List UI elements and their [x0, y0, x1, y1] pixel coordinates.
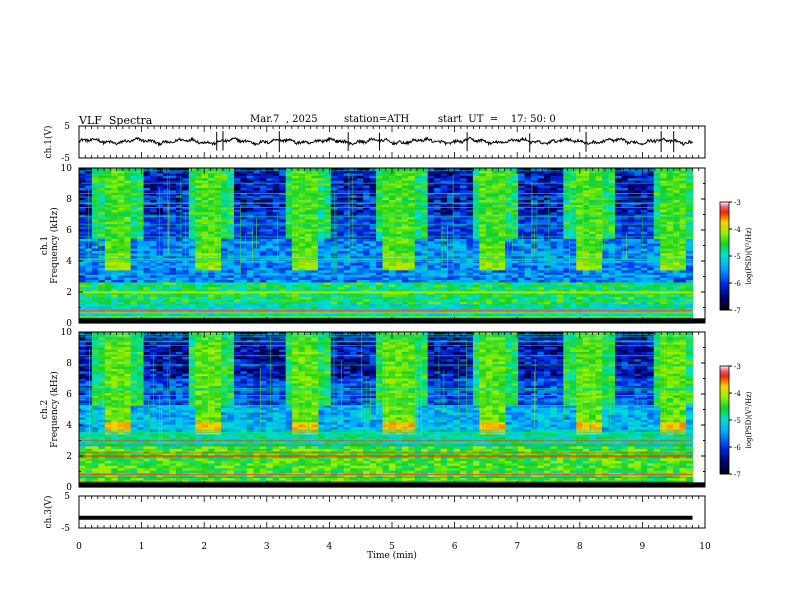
colorbar-label: log(PSD)(V²/Hz)	[745, 391, 753, 448]
spectrogram-ch1-spectrogram: 0 2 4 6 8 10 ch.1 Frequency (kHz) -3 -4 -5 -6 -7 log(…	[40, 164, 753, 329]
spectrogram-ch2-spectrogram: 0 2 4 6 8 10 ch.2 Frequency (kHz) -3 -4 -5 -6 -7 log(…	[40, 328, 753, 493]
ytick-label: 2	[66, 452, 72, 462]
xtick-label: 4	[327, 542, 333, 552]
ylabel-frequency: Frequency (kHz)	[49, 371, 60, 448]
xtick-label: 2	[201, 542, 207, 552]
ytick-label: 8	[66, 359, 72, 369]
colorbar: -3 -4 -5 -6 -7 log(PSD)(V²/Hz)	[719, 199, 753, 315]
ytick-label: 5	[64, 492, 70, 502]
colorbar-tick-label: -5	[734, 417, 741, 425]
time-ticks	[78, 126, 706, 158]
colorbar: -3 -4 -5 -6 -7 log(PSD)(V²/Hz)	[719, 363, 753, 479]
ytick-label: 8	[66, 195, 72, 205]
station-label: station=ATH	[344, 114, 410, 125]
ytick-label: 4	[66, 421, 72, 431]
xtick-label: 0	[76, 542, 82, 552]
start-time-label: start UT = 17: 50: 0	[438, 114, 556, 125]
ytick-label: 5	[64, 122, 70, 132]
ytick-label: 10	[61, 164, 73, 174]
x-axis: 0 1 2 3 4 5 6 7 8 9 10 Time (min)	[76, 542, 711, 561]
ytick-label: 2	[66, 288, 72, 298]
ytick-label: 6	[66, 226, 72, 236]
x-axis-label: Time (min)	[367, 550, 417, 561]
waveform-ch1-waveform: 5 -5 ch.1(V)	[43, 122, 706, 164]
xtick-label: 7	[514, 542, 520, 552]
xtick-label: 9	[640, 542, 646, 552]
colorbar-label: log(PSD)(V²/Hz)	[745, 227, 753, 284]
time-ticks	[78, 496, 706, 528]
xtick-label: 10	[699, 542, 711, 552]
xtick-label: 5	[389, 542, 395, 552]
xtick-label: 1	[139, 542, 145, 552]
ytick-label: 6	[66, 390, 72, 400]
colorbar-tick-label: -6	[734, 280, 741, 288]
ylabel-channel: ch.1	[40, 236, 50, 255]
colorbar-tick-label: -5	[734, 253, 741, 261]
ylabel: ch.1(V)	[43, 126, 54, 159]
xtick-label: 3	[264, 542, 270, 552]
colorbar-tick-label: -3	[734, 363, 741, 371]
colorbar-tick-label: -3	[734, 199, 741, 207]
xtick-label: 8	[577, 542, 583, 552]
ylabel-frequency: Frequency (kHz)	[49, 207, 60, 284]
colorbar-tick-label: -6	[734, 444, 741, 452]
time-ticks	[78, 332, 706, 487]
ylabel: ch.3(V)	[43, 496, 54, 529]
xtick-label: 6	[452, 542, 458, 552]
chart-title: VLF Spectra	[79, 114, 153, 127]
ylabel-channel: ch.2	[40, 400, 50, 419]
ytick-label: -5	[61, 154, 70, 164]
colorbar-tick-label: -4	[734, 390, 741, 398]
colorbar-tick-label: -4	[734, 226, 741, 234]
time-ticks	[78, 168, 706, 323]
date-label: Mar.7 , 2025	[250, 114, 318, 125]
ytick-label: -5	[61, 524, 70, 534]
waveform-ch3-waveform: 5 -5 ch.3(V)	[43, 492, 706, 534]
ytick-label: 0	[66, 319, 72, 329]
ytick-label: 10	[61, 328, 73, 338]
ytick-label: 0	[66, 483, 72, 493]
waveform-trace	[78, 136, 693, 147]
ytick-label: 4	[66, 257, 72, 267]
colorbar-tick-label: -7	[734, 471, 741, 479]
colorbar-tick-label: -7	[734, 307, 741, 315]
